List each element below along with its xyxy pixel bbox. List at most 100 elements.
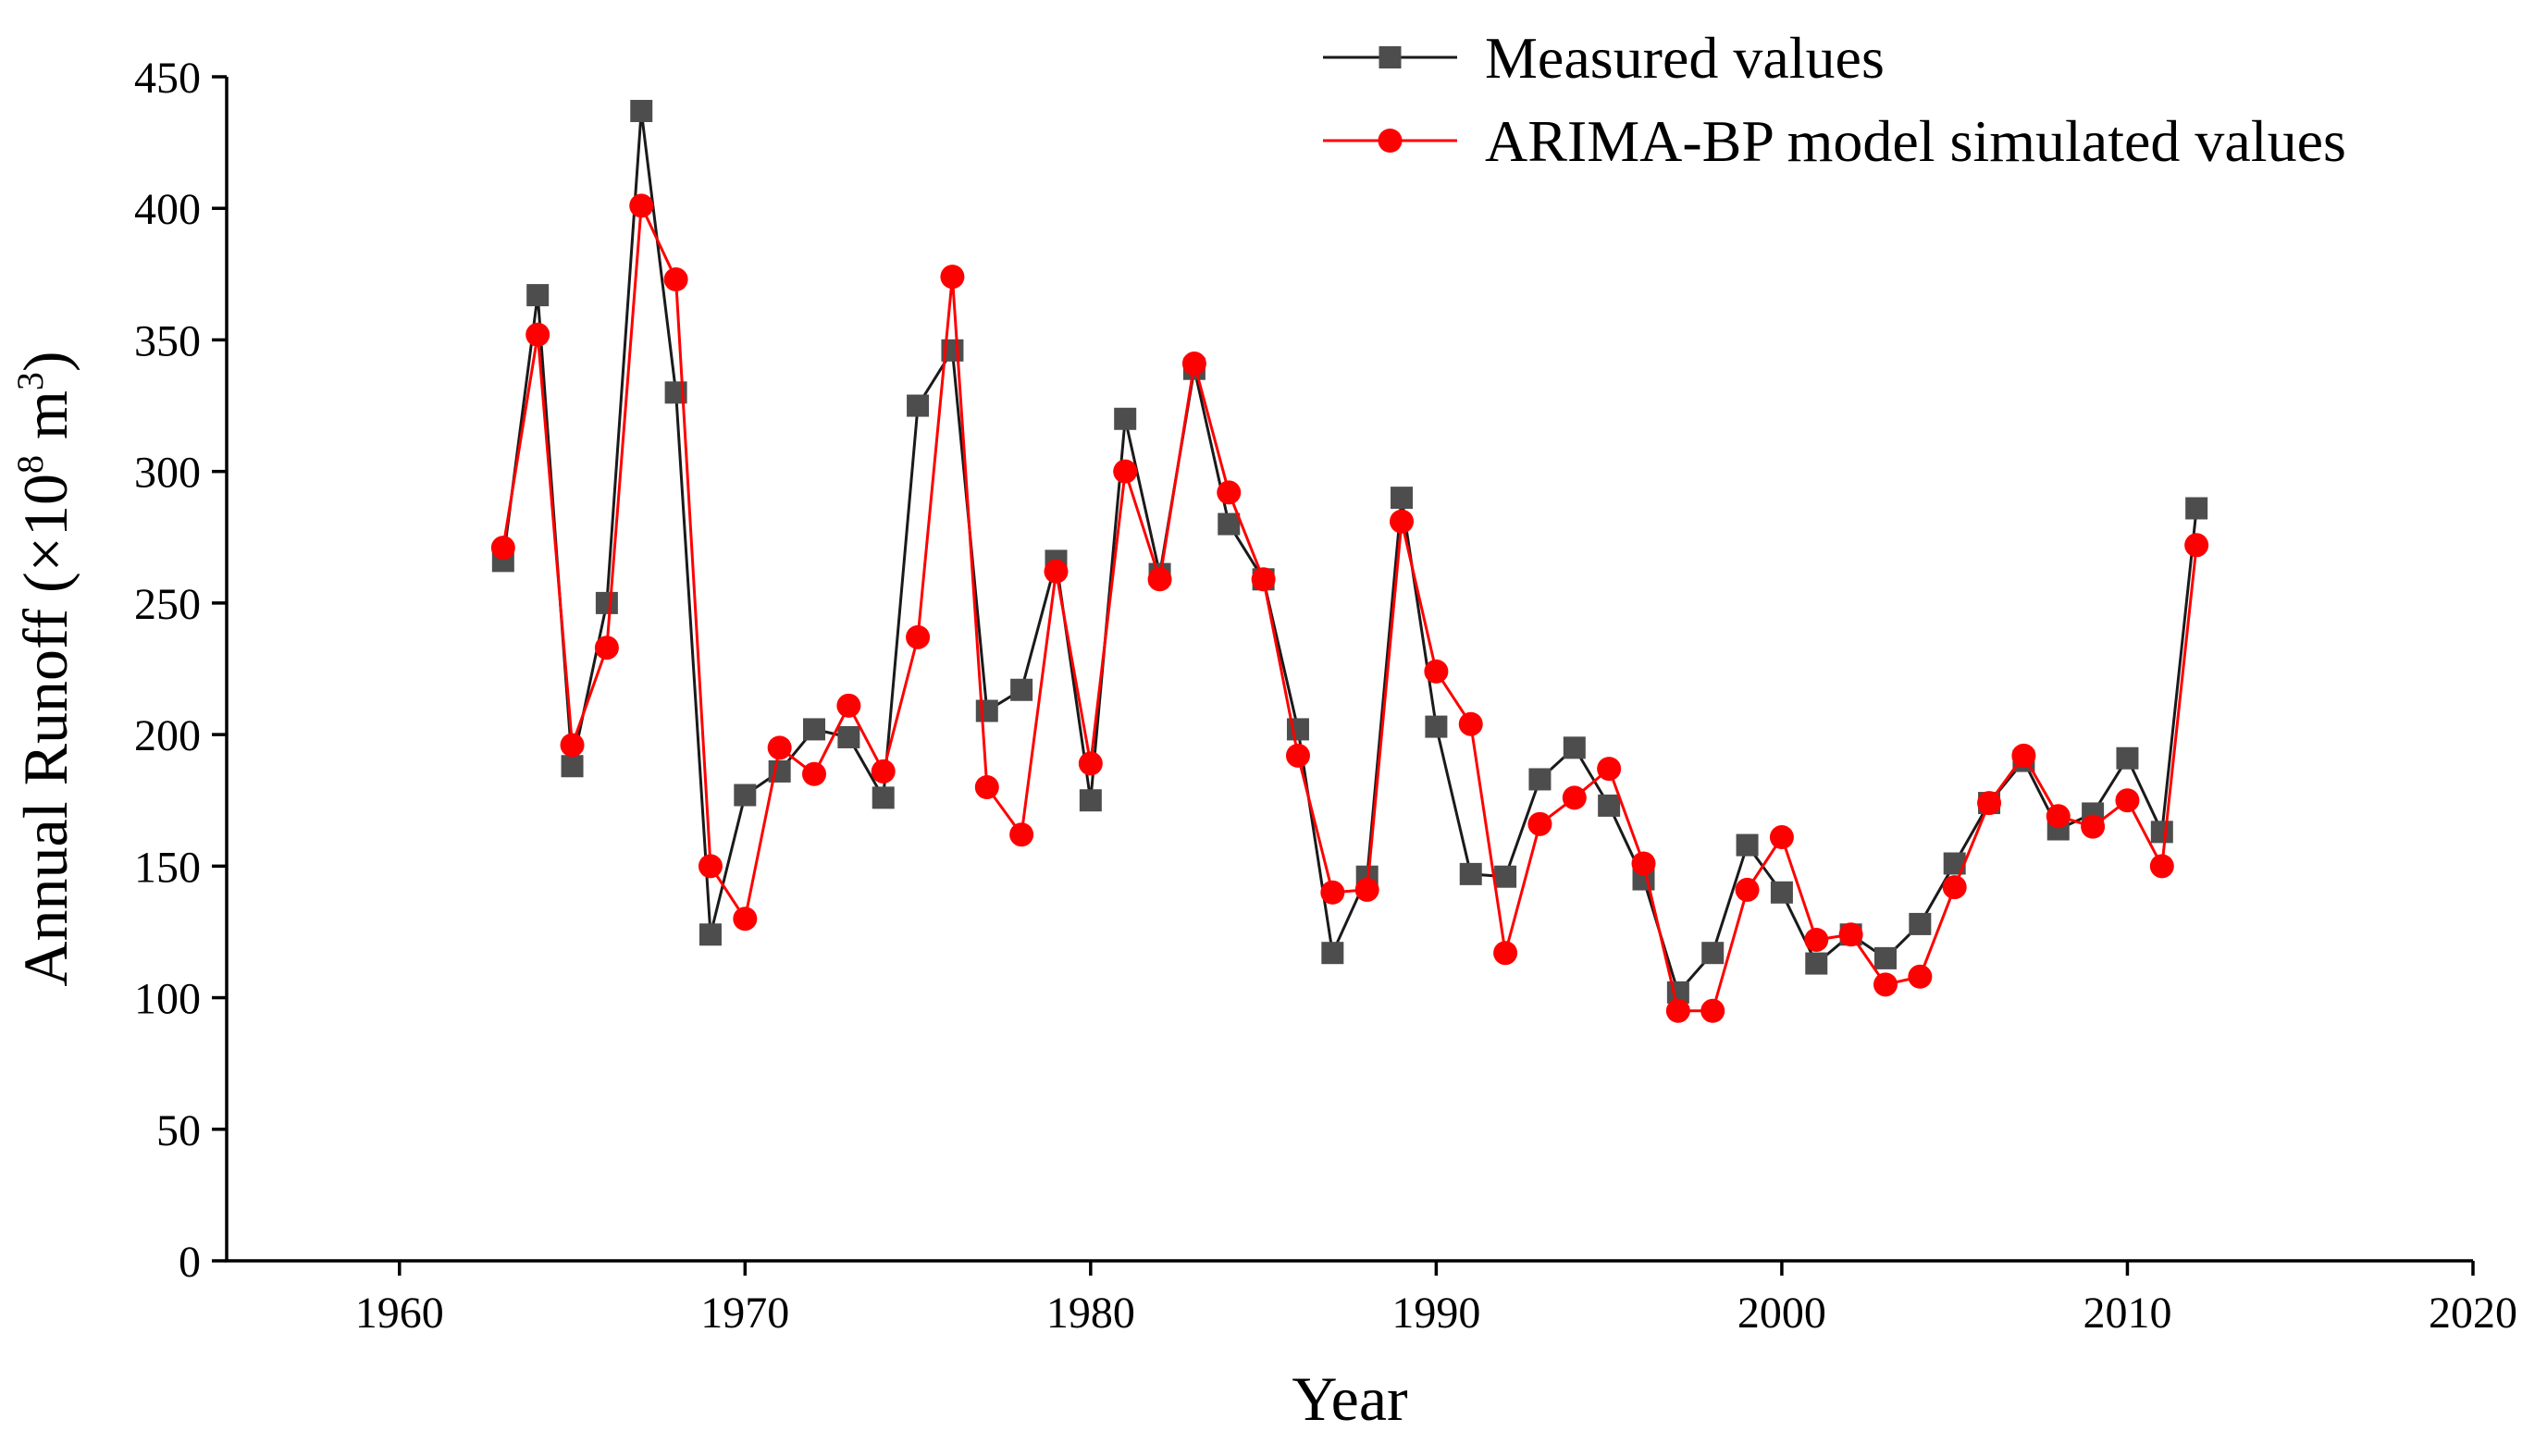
measured-point-1964 (526, 284, 550, 307)
y-tick-label-450: 450 (134, 54, 201, 103)
x-tick-label-1970: 1970 (700, 1289, 789, 1338)
simulated-point-1980 (1078, 751, 1103, 776)
simulated-point-2008 (2046, 804, 2071, 829)
legend: Measured values ARIMA-BP model simulated … (1323, 25, 2346, 174)
simulated-point-1981 (1113, 459, 1138, 484)
measured-point-1994 (1563, 736, 1586, 759)
simulated-point-1999 (1735, 877, 1760, 902)
x-tick-label-2020: 2020 (2429, 1289, 2517, 1338)
legend-label-1: ARIMA-BP model simulated values (1485, 108, 2346, 174)
simulated-point-1968 (663, 267, 688, 292)
simulated-point-1966 (594, 635, 619, 660)
simulated-point-1983 (1181, 352, 1206, 376)
simulated-point-1970 (733, 907, 758, 932)
simulated-point-2005 (1942, 875, 1967, 900)
measured-point-1980 (1079, 789, 1102, 812)
measured-point-1998 (1701, 942, 1725, 965)
y-tick-label-350: 350 (134, 316, 201, 365)
simulated-point-1996 (1631, 851, 1656, 876)
measured-point-1970 (734, 784, 757, 807)
simulated-point-1988 (1354, 877, 1379, 902)
measured-point-2011 (2150, 821, 2173, 844)
simulated-point-2004 (1908, 964, 1933, 989)
measured-point-1989 (1391, 487, 1414, 510)
simulated-point-1994 (1562, 785, 1587, 810)
simulated-point-2009 (2081, 814, 2106, 839)
measured-point-1999 (1736, 833, 1759, 857)
simulated-point-1969 (698, 854, 723, 879)
simulated-point-1977 (974, 775, 999, 799)
measured-point-2004 (1909, 912, 1932, 935)
measured-point-1984 (1218, 512, 1241, 536)
simulated-point-1974 (871, 759, 896, 784)
simulated-point-2007 (2011, 743, 2036, 768)
y-tick-label-100: 100 (134, 975, 201, 1024)
y-tick-label-250: 250 (134, 580, 201, 629)
x-tick-label-2000: 2000 (1737, 1289, 1826, 1338)
x-tick-label-1980: 1980 (1046, 1289, 1135, 1338)
measured-point-1993 (1528, 768, 1552, 791)
simulated-point-1971 (767, 735, 792, 760)
simulated-point-1987 (1320, 880, 1345, 905)
measured-point-1987 (1321, 942, 1344, 965)
simulated-point-1964 (525, 322, 550, 347)
measured-point-1969 (699, 923, 722, 946)
y-axis-title-unit: m (10, 390, 80, 455)
measured-point-2001 (1805, 952, 1828, 975)
y-axis-title-sup2: 3 (9, 372, 51, 390)
simulated-point-2002 (1838, 922, 1863, 947)
measured-point-2012 (2185, 497, 2208, 520)
simulated-point-1978 (1009, 822, 1034, 847)
simulated-point-1967 (629, 193, 654, 218)
simulated-point-2010 (2115, 788, 2140, 813)
simulated-point-2011 (2149, 854, 2174, 879)
simulated-point-1998 (1700, 998, 1725, 1023)
series-line-1 (501, 200, 2198, 1013)
measured-point-1990 (1425, 715, 1448, 738)
simulated-point-1986 (1285, 743, 1310, 768)
x-tick-label-2010: 2010 (2083, 1289, 2171, 1338)
simulated-point-1991 (1458, 711, 1483, 736)
simulated-point-1989 (1390, 509, 1415, 534)
simulated-point-1976 (940, 265, 965, 290)
measured-point-1981 (1114, 407, 1137, 430)
y-tick-label-50: 50 (156, 1106, 201, 1155)
measured-point-1965 (561, 755, 584, 778)
legend-label-0: Measured values (1485, 25, 1885, 91)
simulated-point-1995 (1597, 757, 1622, 782)
measured-point-1967 (630, 99, 653, 122)
y-tick-label-0: 0 (179, 1238, 201, 1287)
x-ticks: 1960 1970 1980 1990 2000 2010 2020 (355, 1261, 2517, 1338)
simulated-point-1965 (560, 733, 585, 758)
measured-point-1971 (768, 759, 791, 783)
x-axis-title: Year (1292, 1363, 1408, 1434)
simulated-point-1985 (1251, 567, 1276, 592)
simulated-point-1972 (802, 761, 827, 786)
simulated-point-2001 (1804, 927, 1829, 952)
series-0 (491, 99, 2208, 1004)
measured-point-1974 (872, 786, 895, 809)
y-axis-title-sup1: 8 (9, 455, 51, 474)
y-tick-label-150: 150 (134, 843, 201, 892)
measured-point-1978 (1010, 678, 1033, 701)
simulated-point-1993 (1527, 811, 1552, 836)
measured-point-1972 (803, 718, 826, 741)
measured-point-2000 (1770, 881, 1793, 904)
x-tick-label-1990: 1990 (1391, 1289, 1480, 1338)
simulated-point-1979 (1044, 559, 1069, 584)
y-tick-label-300: 300 (134, 449, 201, 498)
simulated-point-2006 (1977, 791, 2002, 816)
chart-axes (225, 77, 2473, 1263)
measured-point-1992 (1494, 865, 1517, 888)
simulated-point-1990 (1424, 659, 1449, 684)
simulated-point-1973 (836, 693, 861, 718)
measured-point-1966 (595, 591, 618, 614)
simulated-point-1984 (1217, 480, 1242, 505)
measured-point-2010 (2116, 747, 2139, 770)
simulated-point-2003 (1873, 972, 1898, 997)
series-1 (490, 193, 2209, 1023)
series-layer (490, 99, 2209, 1023)
y-axis-title-main: Annual Runoff (×10 (10, 474, 80, 987)
simulated-point-1975 (906, 624, 931, 649)
